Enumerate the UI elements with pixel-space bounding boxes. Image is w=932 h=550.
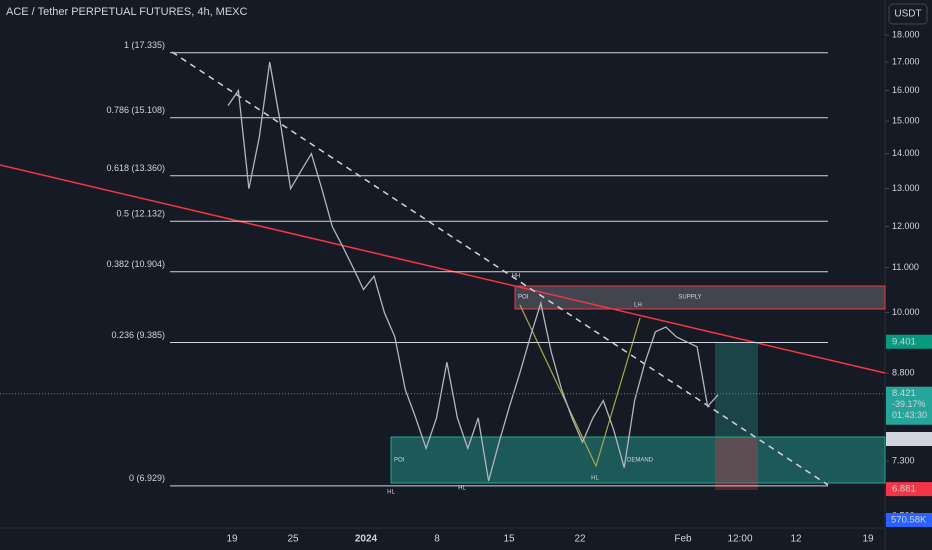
annotation: HL <box>387 490 395 496</box>
x-tick-label: 8 <box>434 534 440 545</box>
pattern-line <box>519 304 641 468</box>
y-tick-label: 16.000 <box>892 85 920 95</box>
currency-button[interactable] <box>888 3 928 25</box>
y-tick-label: 10.000 <box>892 307 920 317</box>
annotation: HL <box>458 486 466 492</box>
x-tick-label: 19 <box>226 534 238 545</box>
annotation: LH <box>634 303 642 309</box>
x-tick-label: 12 <box>790 534 802 545</box>
x-tick-label: 25 <box>287 534 299 545</box>
demand-zone <box>390 436 886 484</box>
x-tick-label: 22 <box>574 534 586 545</box>
loss-zone <box>715 437 758 490</box>
y-tick-label: 18.000 <box>892 29 920 39</box>
chart-title: ACE / Tether PERPETUAL FUTURES, 4h, MEXC <box>6 6 248 18</box>
y-tick-label: 11.000 <box>892 262 919 272</box>
price-tag-label: 7.651 <box>892 434 916 445</box>
annotation: DEMAND <box>627 458 654 464</box>
countdown: 01:43:30 <box>892 410 927 420</box>
y-tick-label: 15.000 <box>892 115 920 125</box>
annotation: POI <box>518 295 529 301</box>
fib-label: 0.618 (13.360) <box>106 163 165 173</box>
fib-label: 1 (17.335) <box>124 40 165 50</box>
x-tick-label: 12:00 <box>727 534 752 545</box>
x-tick-label: Feb <box>674 534 692 545</box>
x-tick-label: 2024 <box>355 534 378 545</box>
annotation: SUPPLY <box>678 295 701 301</box>
price-change: -39.17% <box>892 399 926 409</box>
volume-tag <box>886 513 932 527</box>
annotation: POI <box>394 458 405 464</box>
currency[interactable]: USDT <box>894 9 921 20</box>
price-tag-label: 9.401 <box>892 336 916 347</box>
annotation: HH <box>512 274 521 280</box>
fib-label: 0 (6.929) <box>129 473 165 483</box>
price-tag <box>886 482 932 497</box>
trendline <box>0 164 886 374</box>
profit-zone <box>715 343 758 437</box>
price-tag <box>886 334 932 349</box>
x-tick-label: 15 <box>503 534 515 545</box>
price-tag-label: 8.421 <box>892 388 916 399</box>
fib-label: 0.786 (15.108) <box>106 105 165 115</box>
price-tag <box>886 386 932 425</box>
y-tick-label: 7.300 <box>892 456 915 466</box>
supply-zone <box>514 285 886 310</box>
x-tick-label: 19 <box>862 534 874 545</box>
price-tag-label: 6.881 <box>892 484 916 495</box>
y-tick-label: 17.000 <box>892 56 920 66</box>
volume-label: 570.58K <box>891 515 927 526</box>
fib-label: 0.382 (10.904) <box>106 259 165 269</box>
fib-label: 0.236 (9.385) <box>111 330 165 340</box>
y-tick-label: 14.000 <box>892 148 920 158</box>
price-tag <box>886 432 932 447</box>
y-tick-label: 12.000 <box>892 221 920 231</box>
y-tick-label: 8.800 <box>892 367 915 377</box>
annotation: HL <box>591 476 599 482</box>
fib-label: 0.5 (12.132) <box>116 209 165 219</box>
y-tick-label: 13.000 <box>892 183 920 193</box>
